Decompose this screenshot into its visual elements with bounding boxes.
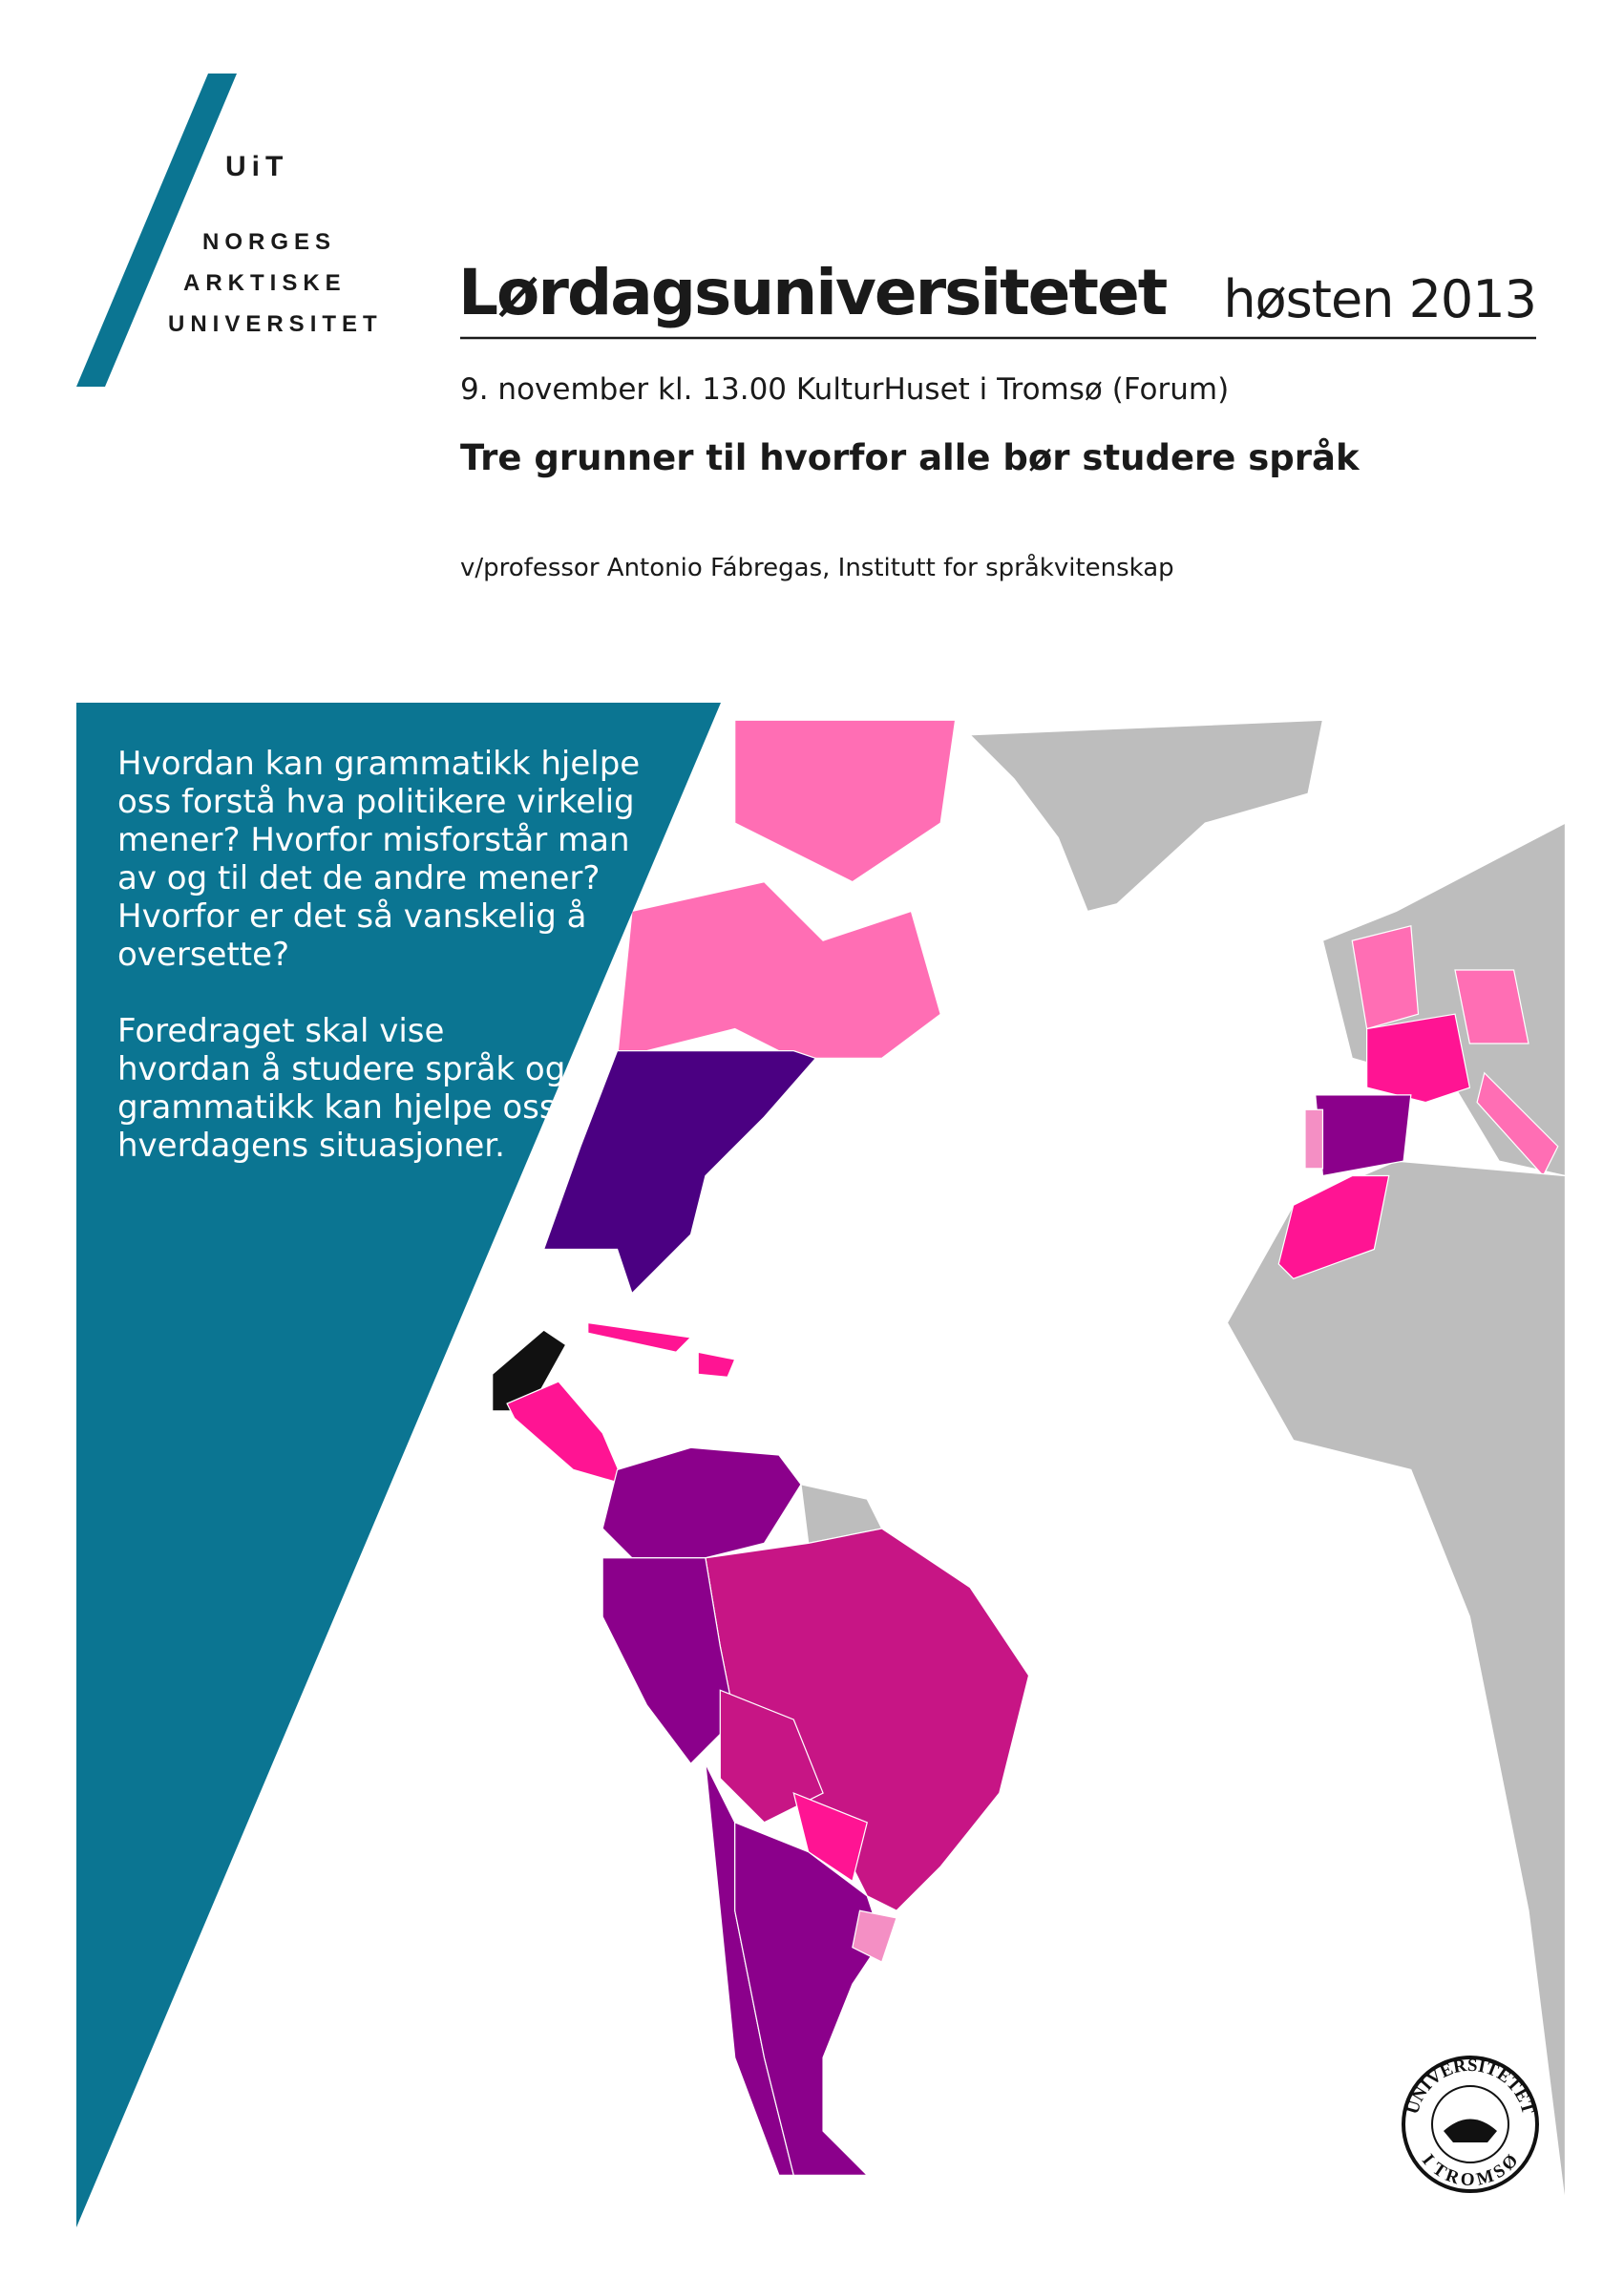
- logo-line: UNIVERSITET: [168, 311, 383, 337]
- intro-line: hverdagens situasjoner.: [117, 1127, 505, 1165]
- map-canada: [616, 880, 941, 1060]
- logo-slash: [76, 74, 237, 387]
- map-france: [1366, 1013, 1471, 1104]
- map-arctic-canada: [734, 719, 957, 883]
- map-mexico: [492, 1329, 567, 1412]
- intro-paragraph: Hvordan kan grammatikk hjelpe oss forstå …: [117, 745, 640, 974]
- intro-line: Hvorfor er det så vanskelig å: [117, 897, 587, 936]
- logo-line: ARKTISKE: [183, 270, 347, 296]
- map-colombia-venezuela: [601, 1446, 802, 1559]
- intro-line: oss forstå hva politikere virkelig: [117, 783, 635, 821]
- map-argentina: [734, 1821, 883, 2176]
- map-peru: [601, 1557, 736, 1765]
- map-usa: [542, 1050, 817, 1295]
- map-uruguay: [852, 1909, 897, 1963]
- university-seal: UNIVERSITETET I TROMSØ: [1402, 2056, 1539, 2193]
- map-germany: [1454, 969, 1529, 1044]
- intro-paragraph: Foredraget skal vise hvordan å studere sp…: [117, 1012, 576, 1165]
- event-when: 9. november kl. 13.00 KulturHuset i Trom…: [460, 372, 1230, 407]
- intro-line: Foredraget skal vise: [117, 1012, 445, 1050]
- map-africa: [1226, 1160, 1567, 2205]
- seal-bottom-text: I TROMSØ: [1418, 2151, 1523, 2191]
- intro-line: oversette?: [117, 936, 290, 974]
- map-morocco: [1277, 1174, 1390, 1279]
- season: høsten 2013: [1223, 269, 1537, 329]
- map-cuba: [587, 1321, 692, 1353]
- intro-line: av og til det de andre mener?: [117, 859, 601, 897]
- map-central-america: [506, 1381, 626, 1486]
- logo-name: UiT: [225, 151, 289, 182]
- intro-line: Hvordan kan grammatikk hjelpe: [117, 745, 641, 783]
- map-portugal: [1304, 1108, 1324, 1170]
- intro-line: grammatikk kan hjelpe oss i: [117, 1088, 576, 1127]
- map-europe: [1321, 822, 1567, 1177]
- intro-line: mener? Hvorfor misforstår man: [117, 821, 630, 859]
- intro-panel: [76, 703, 721, 2227]
- map-uk: [1351, 925, 1420, 1030]
- map-greenland: [968, 719, 1324, 913]
- speaker: v/professor Antonio Fábregas, Institutt …: [460, 554, 1174, 582]
- poster-title: Lørdagsuniversitetet: [458, 256, 1168, 329]
- map-paraguay: [792, 1792, 868, 1883]
- world-map: [492, 719, 1567, 2205]
- map-bolivia: [719, 1689, 824, 1824]
- map-hispaniola: [697, 1351, 736, 1379]
- intro-line: hvordan å studere språk og: [117, 1050, 566, 1088]
- logo-line: NORGES: [202, 229, 337, 255]
- seal-bottom-path: I TROMSØ: [1418, 2151, 1523, 2191]
- event-title: Tre grunner til hvorfor alle bør studere…: [460, 437, 1360, 478]
